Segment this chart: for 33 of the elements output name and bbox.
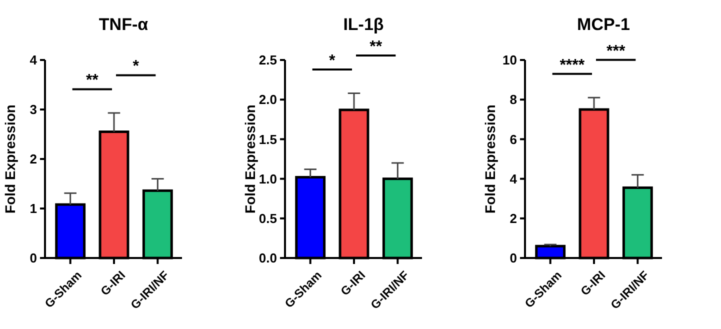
y-tick-label: 1 [30, 201, 37, 216]
y-tick-label: 0.0 [258, 250, 277, 266]
annotation: * [329, 52, 336, 70]
annotation: * [132, 58, 140, 76]
y-tick-label: 1.0 [258, 171, 277, 186]
chart-title: IL-1β [343, 15, 384, 34]
y-tick-label: 2 [510, 210, 517, 226]
significance-bracket: **** [552, 56, 592, 75]
y-tick-label: 1.5 [258, 132, 277, 147]
y-tick-label: 4 [30, 52, 38, 68]
annotation: ** [86, 72, 100, 90]
y-axis-title: Fold Expression [242, 104, 258, 214]
y-tick-label: 0 [30, 250, 37, 266]
significance-bracket: * [312, 52, 352, 70]
y-tick-label: 8 [510, 92, 517, 108]
y-tick-label: 2 [30, 152, 37, 167]
y-tick-label: 3 [30, 102, 37, 118]
y-axis-title: Fold Expression [482, 104, 498, 214]
y-tick-label: 2.5 [258, 52, 277, 68]
significance-bracket: *** [596, 42, 636, 61]
annotation: **** [560, 56, 586, 74]
significance-bracket: * [116, 58, 156, 76]
y-tick-label: 2.0 [258, 92, 277, 108]
chart-title: MCP-1 [577, 15, 630, 34]
y-tick-label: 10 [502, 52, 517, 68]
y-tick-label: 6 [510, 132, 517, 147]
y-tick-label: 0 [510, 250, 517, 266]
y-axis-title: Fold Expression [2, 104, 18, 214]
y-tick-label: 0.5 [258, 210, 277, 226]
chart-title: TNF-α [98, 15, 149, 34]
y-tick-label: 4 [510, 171, 518, 186]
significance-bracket: ** [356, 38, 396, 56]
significance-bracket: ** [72, 72, 112, 90]
